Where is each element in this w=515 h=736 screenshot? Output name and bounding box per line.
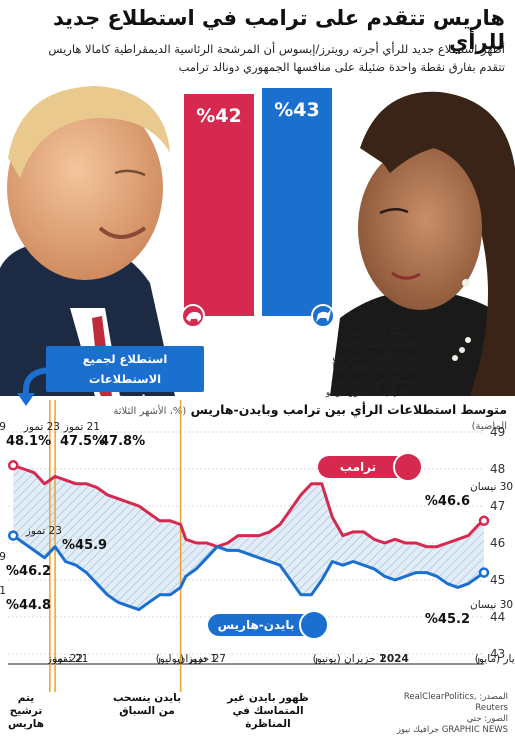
harris-end-label: 29 تموز%46.2 bbox=[0, 551, 51, 579]
trump-photo bbox=[0, 86, 175, 396]
data-labels: 30 نيسان%46.630 نيسان%45.229 تموز48.1%21… bbox=[0, 421, 513, 627]
trump-poll-value: %42 bbox=[196, 105, 241, 127]
event-date-label: 22 تموز bbox=[46, 653, 83, 665]
trump-series-line bbox=[12, 463, 485, 549]
data-label-value: %46.2 bbox=[6, 564, 51, 579]
y-tick-label: 45 bbox=[490, 573, 505, 587]
data-label-value: 48.1% bbox=[6, 434, 51, 449]
poll-note-line: استطلاع رأي عبر bbox=[350, 328, 414, 338]
chart-title: متوسط استطلاعات الرأي بين ترامب وبايدن-ه… bbox=[87, 402, 507, 432]
source-line: المصدر: RealClearPolitics, Reuters bbox=[403, 692, 508, 713]
event-withdraw-label: بايدن ينسحب من السباق bbox=[112, 692, 182, 717]
hero-illustration: %42 %43 bbox=[0, 86, 515, 396]
gap-band bbox=[13, 465, 484, 610]
callout-line-1: استطلاع لجميع الاستطلاعات bbox=[82, 352, 168, 386]
event-date-label: 27 حزيران bbox=[178, 653, 226, 665]
harris-photo bbox=[330, 91, 515, 396]
trump-icon bbox=[393, 452, 423, 482]
callout-arrow-icon bbox=[17, 367, 55, 406]
event-nominate-label: يتم ترشيح هاريس bbox=[7, 692, 45, 730]
x-year-label: 2024 bbox=[380, 653, 409, 665]
y-tick-label: 44 bbox=[490, 610, 505, 624]
poll-of-polls-callout: استطلاع لجميع الاستطلاعات يُظهر زيادة في… bbox=[46, 346, 204, 406]
source-credit: المصدر: RealClearPolitics, Reuters الصور… bbox=[370, 692, 508, 736]
poll-methodology-note: استطلاع رأي عبر الإنترنت شمل 1025 من الب… bbox=[308, 327, 414, 399]
data-label-date: 21 تموز bbox=[63, 421, 100, 433]
series-start-point bbox=[478, 567, 490, 578]
poll-note-line: مسجلاً، في الفترة من bbox=[332, 376, 414, 386]
data-label-value: 47.5% bbox=[60, 434, 105, 449]
series-end-point bbox=[7, 460, 19, 471]
data-label-date: 29 تموز bbox=[0, 551, 6, 563]
poll-bars: %42 %43 bbox=[181, 88, 335, 328]
x-tick-label: 1 حزيران (يونيو) bbox=[313, 653, 386, 665]
poll-note-line: من البالغين الأميركيين bbox=[332, 352, 414, 362]
harris-series-line bbox=[12, 534, 485, 612]
data-label-date: 21 تموز bbox=[0, 585, 6, 597]
chart-legend: ترامب بايدن-هاريس bbox=[208, 452, 423, 640]
harris-poll-bar bbox=[262, 88, 332, 316]
poll-note-line: (26 إلى 28 تموز (يوليو bbox=[325, 388, 414, 398]
trump-start-label: 30 نيسان%46.6 bbox=[425, 481, 513, 509]
y-tick-label: 46 bbox=[490, 536, 505, 550]
data-label-value: %46.6 bbox=[425, 494, 470, 509]
series-start-point bbox=[478, 515, 490, 527]
trump-poll-bar bbox=[184, 94, 254, 316]
trump-end-label: 29 تموز48.1% bbox=[0, 421, 51, 449]
data-label-date: 30 نيسان bbox=[470, 599, 513, 611]
data-label-value: %45.2 bbox=[425, 612, 470, 627]
poll-note-line: الإنترنت شمل 1025 bbox=[336, 340, 414, 350]
harris-icon bbox=[299, 610, 329, 640]
y-tick-label: 47 bbox=[490, 499, 505, 513]
photos-credit: الصور: جتي bbox=[466, 714, 508, 724]
harris-mid-label: 23 تموز%45.9 bbox=[25, 525, 107, 553]
data-label-date: 30 نيسان bbox=[470, 481, 513, 493]
harris-legend-label: بايدن-هاريس bbox=[218, 618, 295, 632]
page-title: هاريس تتقدم على ترامب في استطلاع جديد لل… bbox=[52, 6, 505, 54]
subtitle-line-1: أظهر استطلاع جديد للرأي أجرته رويترز/إبس… bbox=[48, 42, 505, 56]
chart-series bbox=[7, 460, 490, 612]
harris-start-label: 30 نيسان%45.2 bbox=[425, 599, 513, 627]
y-tick-label: 43 bbox=[490, 647, 505, 661]
subtitle-line-2: تتقدم بفارق نقطة واحدة ضئيلة على منافسها… bbox=[178, 60, 505, 74]
x-tick-label: 1 أيار (مايو) bbox=[475, 651, 515, 665]
y-tick-label: 49 bbox=[490, 425, 505, 439]
harris-chip bbox=[208, 614, 318, 636]
trump-chip bbox=[318, 456, 412, 478]
y-tick-label: 48 bbox=[490, 462, 505, 476]
data-label-value: %45.9 bbox=[62, 538, 107, 553]
event-debate-label: ظهور بايدن غير المتماسك في المناظرة bbox=[227, 692, 309, 730]
poll-note-line: بما في ذلك 876 ناخباً bbox=[332, 364, 415, 374]
series-end-point bbox=[7, 530, 19, 541]
page-subtitle: أظهر استطلاع جديد للرأي أجرته رويترز/إبس… bbox=[10, 40, 505, 76]
harris-poll-value: %43 bbox=[274, 99, 319, 121]
y-axis: 43 44 45 46 47 48 49 bbox=[490, 425, 505, 661]
agency-credit: GRAPHIC NEWS جرافيك نيوز bbox=[396, 725, 508, 735]
x-tick-label: 1 تموز (يوليو) bbox=[156, 653, 217, 665]
data-label-date: 29 تموز bbox=[0, 421, 6, 433]
chart-title-note: (%، الأشهر الثلاثة الماضية) bbox=[113, 406, 507, 432]
data-label-value: 47.8% bbox=[100, 434, 145, 449]
trump-legend-label: ترامب bbox=[340, 460, 376, 474]
event-date-label: 21 تموز bbox=[51, 653, 88, 665]
data-label-date: 23 تموز bbox=[23, 421, 60, 433]
data-label-date: 23 تموز bbox=[25, 525, 62, 537]
callout-line-2: يُظهر زيادة في الشعبية bbox=[58, 392, 192, 406]
data-label-value: %44.8 bbox=[6, 598, 51, 613]
chart-title-text: متوسط استطلاعات الرأي بين ترامب وبايدن-ه… bbox=[190, 402, 507, 417]
harris-mid2-label: 21 تموز%44.8 bbox=[0, 585, 51, 613]
